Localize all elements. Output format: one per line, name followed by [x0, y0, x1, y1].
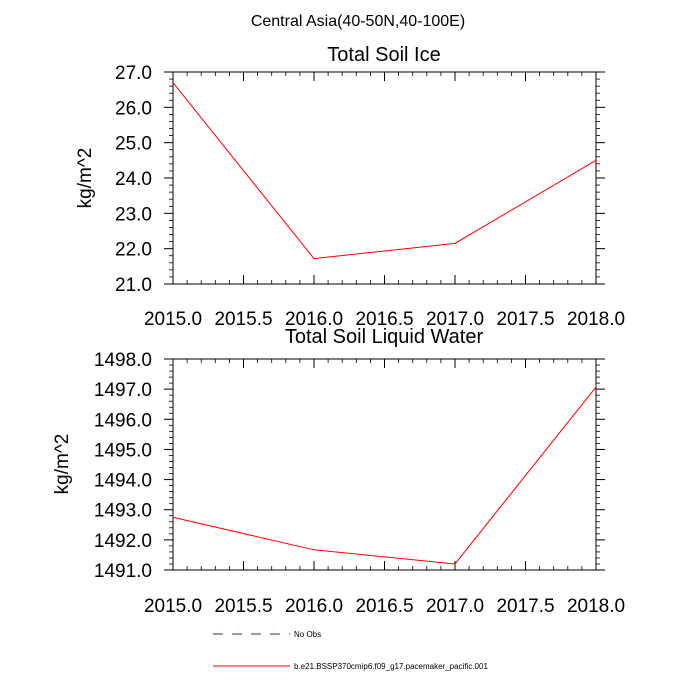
legend: No Obs b.e21.BSSP370cmip6.f09_g17.pacema… — [213, 630, 488, 671]
y-tick-label: 27.0 — [115, 63, 152, 84]
panel-1-title: Total Soil Ice — [327, 44, 440, 66]
x-tick-label: 2018.0 — [567, 596, 625, 617]
x-tick-label: 2018.0 — [567, 309, 625, 330]
panel-2-frame — [172, 358, 597, 571]
data-point — [454, 563, 456, 565]
y-tick-label: 1491.0 — [94, 561, 152, 582]
panel-2-ylabel: kg/m^2 — [52, 434, 73, 495]
x-tick-label: 2015.0 — [144, 309, 202, 330]
x-tick-label: 2015.5 — [214, 309, 272, 330]
y-tick-label: 24.0 — [115, 169, 152, 190]
x-tick-label: 2017.5 — [496, 596, 554, 617]
y-tick-label: 26.0 — [115, 98, 152, 119]
x-tick-label: 2015.0 — [144, 596, 202, 617]
data-point — [595, 386, 597, 388]
x-tick-label: 2016.5 — [355, 596, 413, 617]
panel-1-plot: 2015.0 2015.5 2016.0 2016.5 2017.0 2017.5 2018… — [115, 63, 625, 330]
y-tick-label: 1494.0 — [94, 471, 152, 492]
data-point — [172, 516, 174, 518]
y-tick-label: 25.0 — [115, 134, 152, 155]
legend-obs-label: No Obs — [294, 630, 321, 639]
y-tick-label: 22.0 — [115, 240, 152, 261]
data-point — [454, 242, 456, 244]
x-tick-label: 2016.0 — [285, 309, 343, 330]
y-tick-label: 1492.0 — [94, 531, 152, 552]
series-line — [172, 386, 597, 565]
y-tick-label: 23.0 — [115, 204, 152, 225]
x-tick-label: 2017.0 — [426, 309, 484, 330]
panel-2-plot: 2015.0 2015.5 2016.0 2016.5 2017.0 2017.5 2018… — [94, 350, 625, 617]
panel-soil-ice: Total Soil Ice kg/m^2 2015.0 2015.5 2016.0… — [75, 44, 625, 330]
series-line — [172, 82, 597, 260]
panel-soil-liquid-water: Total Soil Liquid Water kg/m^2 2015.0 201… — [52, 326, 625, 617]
panel-2-title: Total Soil Liquid Water — [285, 326, 484, 348]
y-tick-label: 1496.0 — [94, 410, 152, 431]
x-tick-label: 2016.0 — [285, 596, 343, 617]
x-tick-label: 2017.5 — [496, 309, 554, 330]
data-point — [313, 257, 315, 260]
y-tick-label: 1498.0 — [94, 350, 152, 371]
figure-suptitle: Central Asia(40-50N,40-100E) — [251, 13, 465, 30]
y-tick-label: 21.0 — [115, 275, 152, 296]
data-point — [595, 159, 597, 161]
y-tick-label: 1497.0 — [94, 380, 152, 401]
data-point — [313, 549, 315, 551]
panel-1-ylabel: kg/m^2 — [75, 148, 96, 209]
panel-1-frame — [172, 71, 597, 285]
y-tick-label: 1495.0 — [94, 440, 152, 461]
x-tick-label: 2017.0 — [426, 596, 484, 617]
x-tick-label: 2016.5 — [355, 309, 413, 330]
x-tick-label: 2015.5 — [214, 596, 272, 617]
legend-model-label: b.e21.BSSP370cmip6.f09_g17.pacemaker_pac… — [294, 662, 488, 671]
data-point — [172, 82, 174, 84]
y-tick-label: 1493.0 — [94, 501, 152, 522]
